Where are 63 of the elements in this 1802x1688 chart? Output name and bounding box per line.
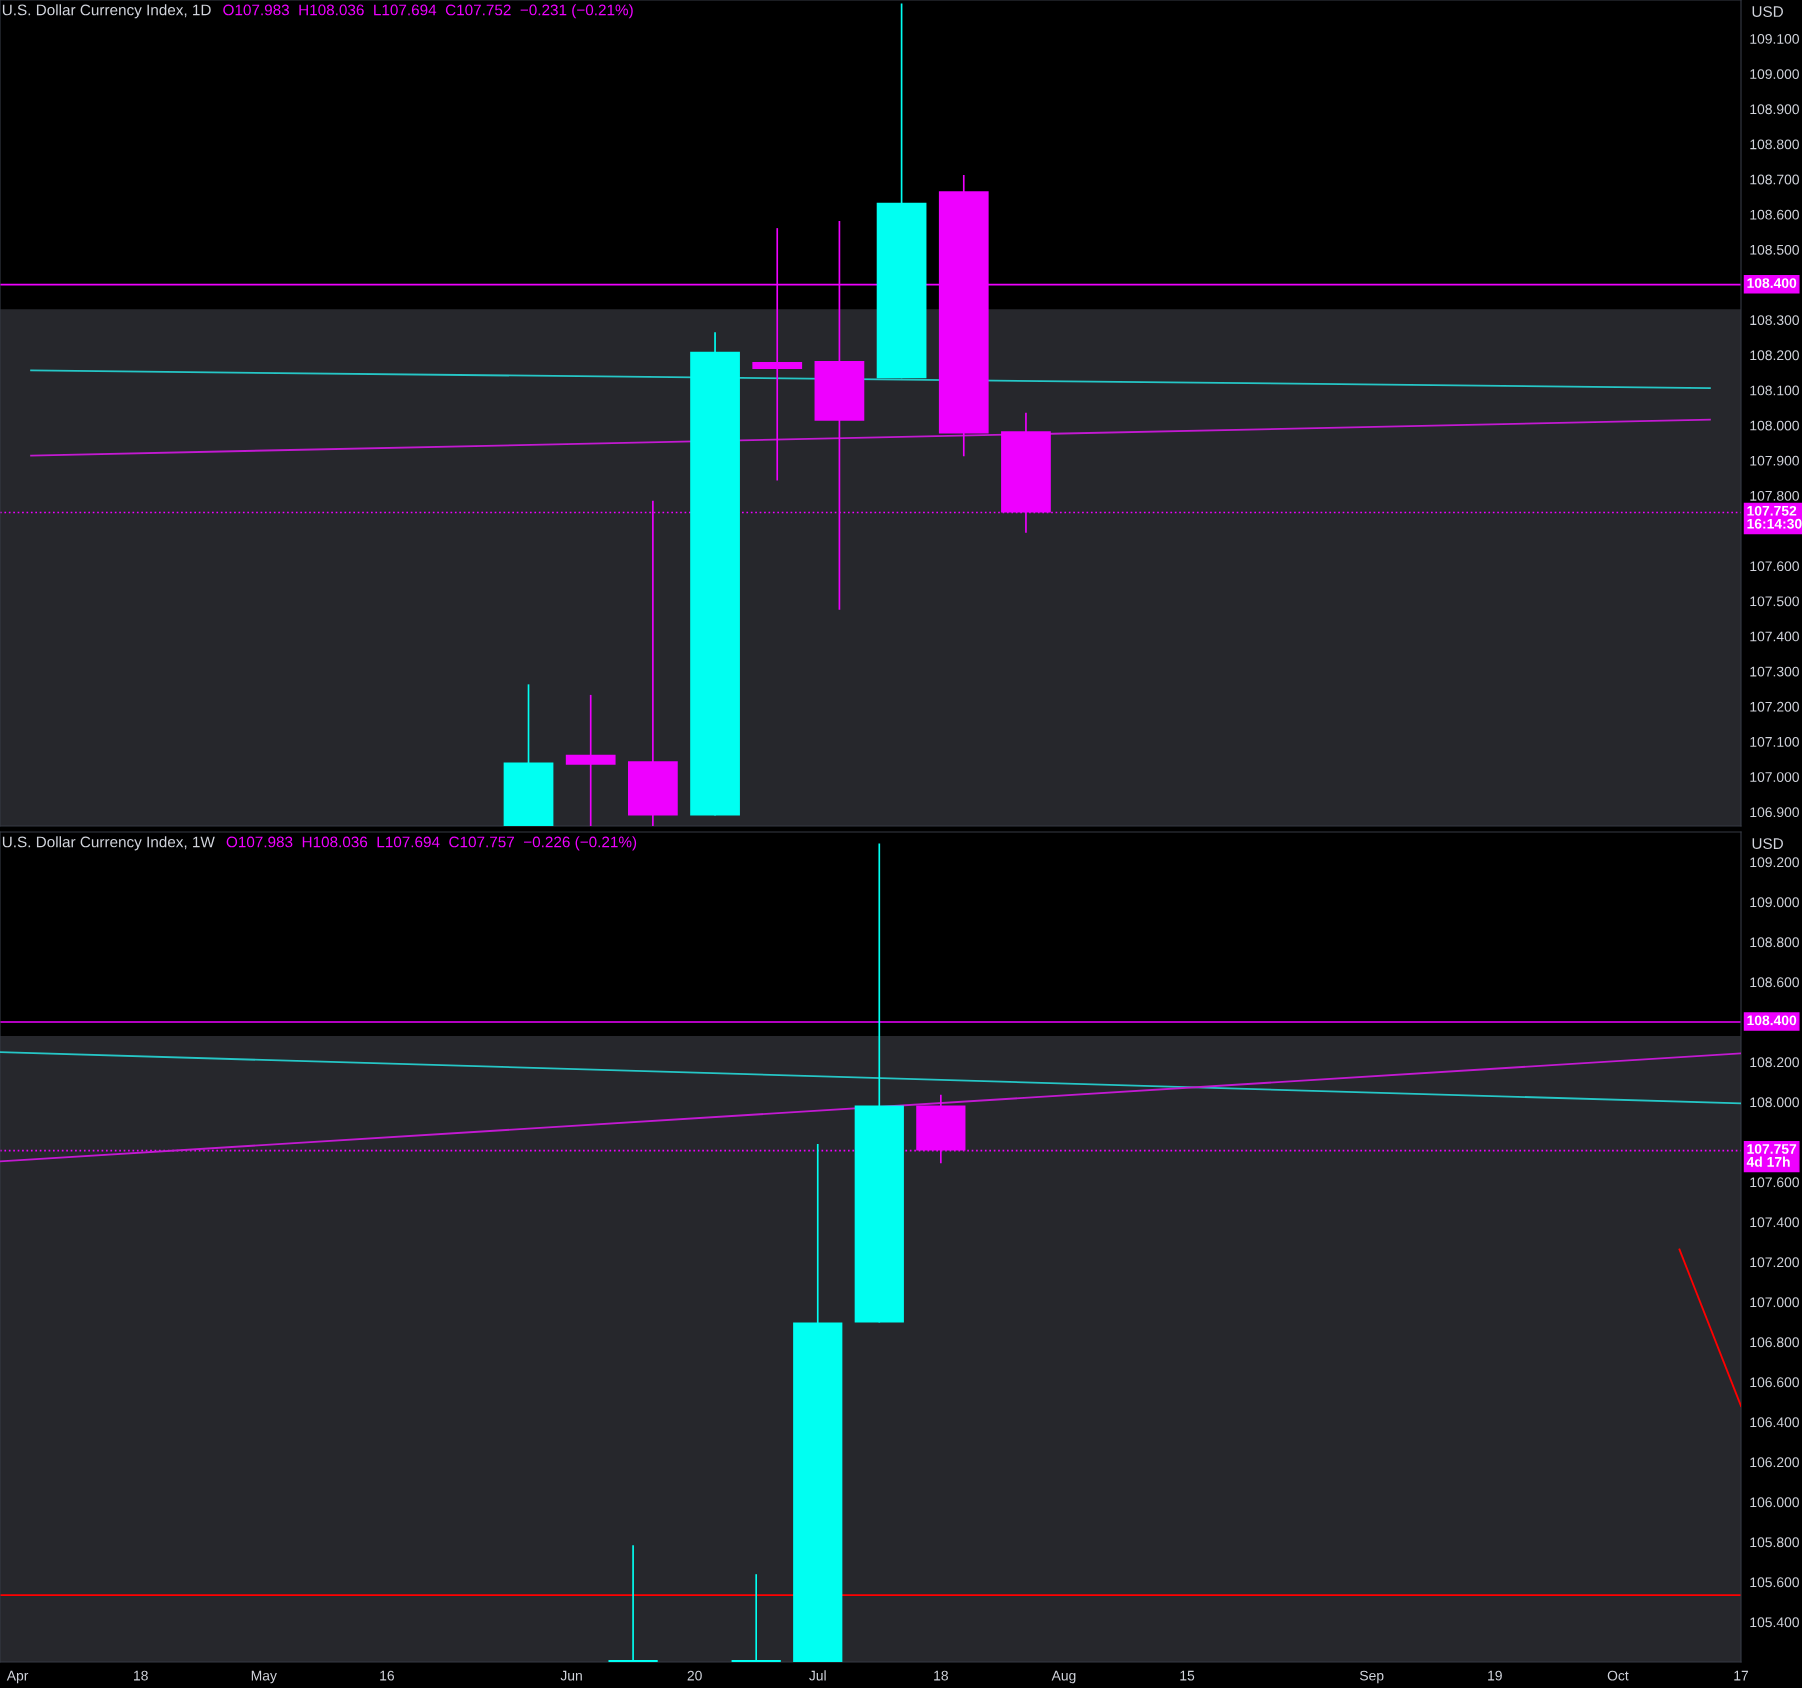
y-tick-label: 108.300 (1750, 315, 1799, 326)
y-tick-label: 108.700 (1750, 174, 1799, 185)
chart-title: U.S. Dollar Currency Index, 1D (2, 4, 211, 19)
y-tick-label: 109.100 (1750, 34, 1799, 44)
x-tick-label: 19 (1488, 1670, 1502, 1681)
y-tick-label: 107.100 (1750, 736, 1799, 747)
y-tick-label: 106.200 (1750, 1457, 1799, 1468)
chart-subtitle: O107.983 H108.036 L107.694 C107.752 −0.231 (−0.21%) (223, 4, 633, 19)
ref-line-label: 108.400 (1747, 278, 1797, 288)
y-tick-label: 107.300 (1750, 666, 1799, 677)
y-tick-label: 106.000 (1750, 1497, 1799, 1508)
y-tick-label: 108.800 (1750, 139, 1799, 150)
y-tick-label: 107.400 (1750, 631, 1799, 642)
text: USD (1752, 838, 1783, 850)
x-tick-label: 18 (934, 1670, 948, 1681)
x-tick-label: Jun (560, 1670, 582, 1681)
y-tick-label: 106.600 (1750, 1377, 1799, 1388)
y-tick-label: 108.200 (1750, 350, 1799, 361)
y-tick-label: 106.400 (1750, 1417, 1799, 1428)
ref-line-label: 107.757 4d 17h (1746, 1144, 1797, 1167)
y-tick-label: 107.600 (1750, 561, 1799, 572)
x-tick-label: 20 (687, 1670, 702, 1681)
y-tick-label: 107.000 (1750, 772, 1799, 782)
x-tick-label: May (251, 1670, 277, 1684)
y-tick-label: 109.000 (1750, 69, 1799, 79)
y-tick-label: 107.900 (1750, 455, 1799, 466)
y-tick-label: 107.200 (1750, 1257, 1799, 1268)
y-tick-label: 109.200 (1750, 857, 1799, 868)
x-tick-label: 16 (380, 1670, 394, 1681)
y-tick-label: 107.500 (1750, 596, 1799, 607)
x-tick-label: Aug (1051, 1670, 1076, 1684)
y-tick-label: 108.600 (1750, 977, 1799, 988)
ref-line-label: 107.752 16:14:30 (1747, 505, 1802, 529)
x-tick-label: Sep (1359, 1670, 1384, 1684)
y-tick-label: 105.800 (1750, 1537, 1799, 1548)
y-tick-label: 105.600 (1750, 1577, 1799, 1588)
x-tick-label: Oct (1607, 1670, 1629, 1681)
y-tick-label: 105.400 (1750, 1617, 1799, 1628)
y-tick-label: 108.000 (1750, 1097, 1799, 1108)
x-tick-label: 18 (134, 1670, 148, 1681)
x-tick-label: 17 (1734, 1670, 1749, 1681)
y-tick-label: 108.800 (1750, 937, 1799, 948)
text: USD (1752, 6, 1783, 17)
y-tick-label: 108.600 (1750, 209, 1799, 220)
y-tick-label: 108.500 (1750, 244, 1799, 255)
y-tick-label: 109.000 (1750, 897, 1799, 908)
chart-subtitle: O107.983 H108.036 L107.694 C107.757 −0.226 (−0.21%) (226, 836, 637, 851)
y-tick-label: 108.000 (1750, 420, 1799, 431)
ref-line-label: 108.400 (1747, 1015, 1797, 1026)
y-tick-label: 107.000 (1750, 1297, 1799, 1308)
y-tick-label: 106.900 (1750, 807, 1799, 818)
y-tick-label: 107.200 (1750, 701, 1799, 712)
y-tick-label: 107.400 (1750, 1217, 1799, 1228)
y-tick-label: 107.600 (1750, 1177, 1799, 1188)
x-tick-label: Jul (809, 1670, 826, 1681)
x-tick-label: Apr (6, 1670, 29, 1684)
y-tick-label: 108.100 (1750, 385, 1799, 396)
x-tick-label: 15 (1180, 1670, 1195, 1681)
y-tick-label: 107.800 (1750, 490, 1799, 501)
y-tick-label: 108.200 (1750, 1057, 1799, 1068)
y-tick-label: 108.900 (1750, 104, 1799, 115)
y-tick-label: 106.800 (1750, 1337, 1799, 1348)
chart-title: U.S. Dollar Currency Index, 1W (2, 836, 215, 851)
